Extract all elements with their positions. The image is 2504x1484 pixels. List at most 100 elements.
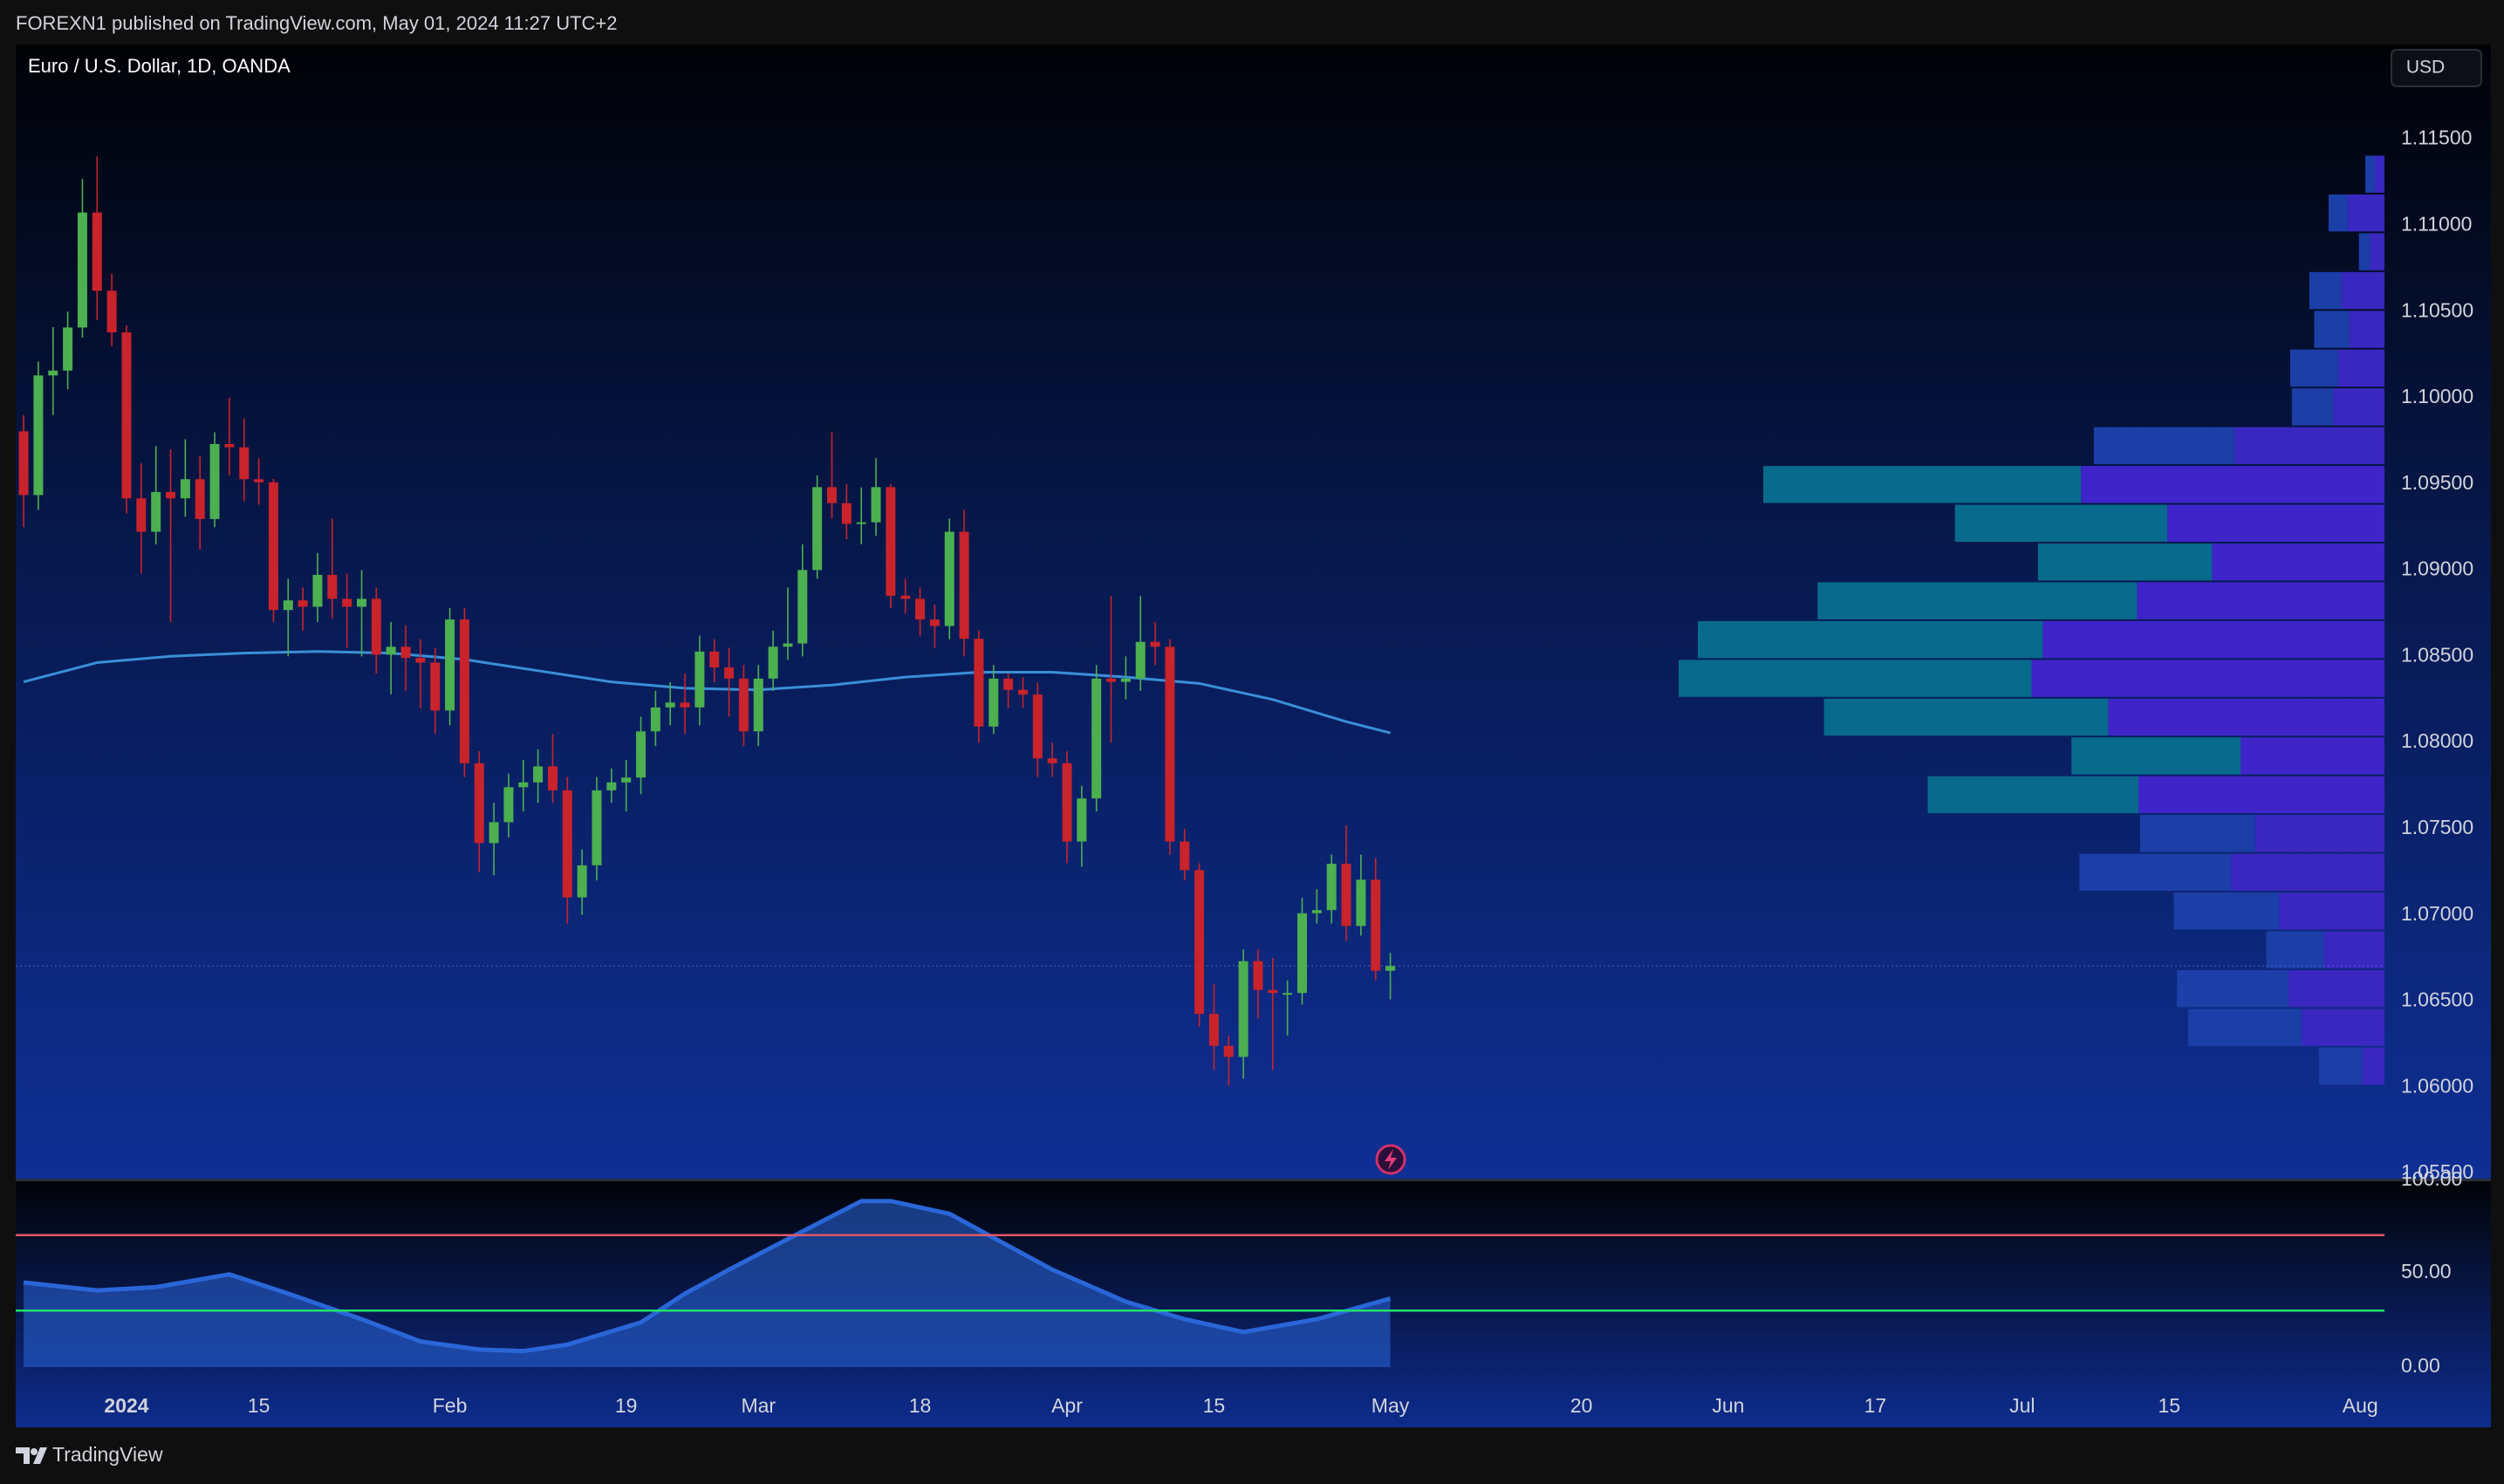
profile-up xyxy=(2093,427,2234,465)
candle-body xyxy=(753,678,763,732)
candle-body xyxy=(1120,678,1131,682)
candle-body xyxy=(195,479,205,519)
currency-label: USD xyxy=(2406,58,2445,78)
candle-body xyxy=(900,595,911,599)
candle-body xyxy=(33,375,44,496)
candle-body xyxy=(1017,689,1028,695)
candle-body xyxy=(224,443,235,448)
candle-body xyxy=(665,702,675,708)
candle-body xyxy=(1091,678,1102,799)
candle-body xyxy=(989,678,999,727)
profile-up xyxy=(2309,271,2342,310)
logo-dot xyxy=(31,1448,38,1455)
y-tick-label: 1.09500 xyxy=(2401,471,2473,494)
candle-body xyxy=(636,731,647,778)
candle-body xyxy=(430,662,441,711)
profile-up xyxy=(1679,660,2032,697)
candle-body xyxy=(254,479,264,482)
x-tick-label: Apr xyxy=(1051,1394,1083,1417)
candle-body xyxy=(63,327,73,371)
candle-body xyxy=(503,787,514,823)
candle-body xyxy=(121,332,132,499)
candle-body xyxy=(342,598,352,607)
candle-body xyxy=(298,600,308,607)
candle-body xyxy=(1311,910,1322,913)
candle-body xyxy=(77,212,87,328)
profile-up xyxy=(2177,969,2289,1008)
candle-body xyxy=(1326,864,1337,911)
icon-bolt xyxy=(1385,1149,1397,1170)
candle-body xyxy=(312,574,323,607)
y-tick-label: 1.07000 xyxy=(2401,902,2473,925)
candle-body xyxy=(18,431,29,496)
y-tick-label: 1.10500 xyxy=(2401,298,2473,321)
profile-up xyxy=(1954,504,2168,542)
x-tick-label: Jun xyxy=(1712,1394,1744,1417)
lightning-icon[interactable] xyxy=(1375,1144,1406,1175)
candle-body xyxy=(974,639,984,727)
profile-down xyxy=(2362,1047,2384,1085)
candle-body xyxy=(886,487,896,596)
published-note: FOREXN1 published on TradingView.com, Ma… xyxy=(16,12,618,34)
candle-body xyxy=(1208,1014,1219,1046)
candle-body xyxy=(826,487,837,503)
profile-up xyxy=(2173,892,2280,930)
profile-up xyxy=(1697,620,2043,659)
y-tick-label: 1.11500 xyxy=(2401,127,2472,149)
profile-down xyxy=(2337,349,2384,387)
profile-up xyxy=(1927,776,2139,814)
profile-down xyxy=(2375,155,2384,193)
y-tick-label: 1.08000 xyxy=(2401,729,2473,752)
y2-tick-label: 0.00 xyxy=(2401,1354,2440,1377)
profile-down xyxy=(2349,311,2384,348)
candle-body xyxy=(1385,966,1396,971)
candle-body xyxy=(577,865,587,898)
profile-down xyxy=(2167,504,2384,542)
candle-body xyxy=(415,658,426,663)
candle-body xyxy=(1296,913,1307,994)
y-tick-label: 1.06500 xyxy=(2401,988,2473,1011)
candle-body xyxy=(797,570,808,644)
profile-down xyxy=(2031,660,2384,697)
profile-down xyxy=(2279,892,2384,930)
profile-up xyxy=(2291,388,2334,426)
x-tick-label: 15 xyxy=(2158,1394,2180,1417)
candle-body xyxy=(459,619,469,763)
candle-body xyxy=(959,531,969,639)
candle-body xyxy=(680,702,690,708)
profile-up xyxy=(2365,155,2376,193)
candle-body xyxy=(474,763,484,844)
candle-body xyxy=(1356,879,1366,927)
x-tick-label: Mar xyxy=(741,1394,776,1417)
profile-up xyxy=(2358,233,2371,270)
x-tick-label: May xyxy=(1372,1394,1410,1417)
profile-down xyxy=(2234,427,2384,465)
candle-body xyxy=(209,443,220,519)
candle-body xyxy=(592,790,602,865)
currency-button[interactable] xyxy=(2391,49,2482,87)
profile-down xyxy=(2108,698,2384,736)
candle-body xyxy=(547,766,558,790)
candle-body xyxy=(1135,641,1146,679)
profile-up xyxy=(2139,815,2255,852)
profile-up xyxy=(1823,698,2109,736)
logo-mark xyxy=(16,1447,47,1464)
profile-down xyxy=(2212,543,2384,581)
candle-body xyxy=(1283,993,1293,995)
candle-body xyxy=(1077,798,1087,842)
candle-body xyxy=(239,447,250,480)
profile-up xyxy=(2328,194,2348,232)
tradingview-logo xyxy=(16,1447,47,1464)
footer-brand: TradingView xyxy=(52,1443,163,1466)
x-tick-label: 15 xyxy=(1203,1394,1226,1417)
candle-body xyxy=(106,291,117,332)
profile-down xyxy=(2323,931,2384,968)
x-tick-label: 2024 xyxy=(104,1394,148,1417)
y-tick-label: 1.05500 xyxy=(2401,1160,2473,1183)
x-tick-label: Jul xyxy=(2009,1394,2035,1417)
profile-up xyxy=(2071,737,2241,775)
candle-body xyxy=(356,598,366,607)
candle-body xyxy=(1341,864,1351,927)
